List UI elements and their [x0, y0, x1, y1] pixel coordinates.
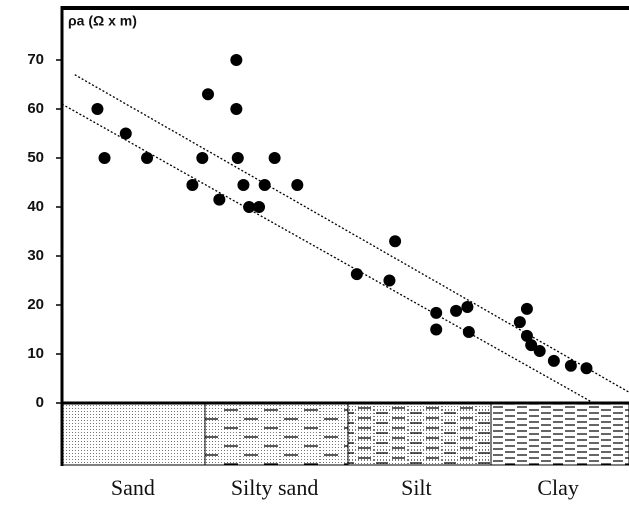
- data-point: [462, 325, 475, 338]
- data-point: [350, 268, 363, 281]
- data-point: [430, 306, 443, 319]
- soil-legend: [61, 402, 629, 466]
- data-point: [547, 354, 560, 367]
- trend-line: [61, 103, 594, 404]
- y-tick-label: 60: [27, 100, 44, 117]
- data-point: [258, 178, 271, 191]
- data-point: [564, 359, 577, 372]
- data-point: [520, 329, 533, 342]
- y-tick-label: 20: [27, 296, 44, 313]
- data-point: [533, 345, 546, 358]
- data-point: [141, 152, 154, 164]
- category-label: Silty sand: [231, 475, 318, 500]
- data-point: [520, 302, 533, 315]
- data-point: [580, 362, 593, 375]
- data-point: [119, 127, 132, 140]
- data-point: [450, 304, 463, 317]
- data-point: [230, 54, 243, 66]
- data-point: [253, 201, 266, 213]
- y-tick-label: 0: [36, 394, 44, 411]
- data-point: [98, 152, 111, 164]
- data-point: [231, 152, 244, 164]
- data-point: [461, 300, 474, 313]
- trend-line: [74, 74, 629, 393]
- data-point: [186, 178, 199, 191]
- data-point: [513, 316, 526, 329]
- y-tick-label: 40: [27, 198, 44, 215]
- y-tick-label: 10: [27, 345, 44, 362]
- data-point: [230, 103, 243, 115]
- data-point: [243, 201, 256, 213]
- category-label: Silt: [401, 475, 432, 500]
- data-point: [213, 193, 226, 206]
- category-label: Sand: [111, 475, 155, 500]
- data-point: [202, 88, 215, 101]
- y-tick-label: 30: [27, 247, 44, 264]
- y-axis-label: ρa (Ω x m): [68, 13, 137, 29]
- data-point: [430, 323, 443, 336]
- y-tick-label: 50: [27, 149, 44, 166]
- data-point: [383, 274, 396, 287]
- data-point: [237, 178, 250, 191]
- data-point: [525, 339, 538, 352]
- data-point: [291, 178, 304, 191]
- category-label: Clay: [537, 475, 579, 500]
- data-point: [268, 152, 281, 164]
- data-point: [91, 103, 104, 115]
- data-point: [196, 152, 209, 164]
- y-tick-label: 70: [27, 51, 44, 68]
- data-point: [389, 235, 402, 248]
